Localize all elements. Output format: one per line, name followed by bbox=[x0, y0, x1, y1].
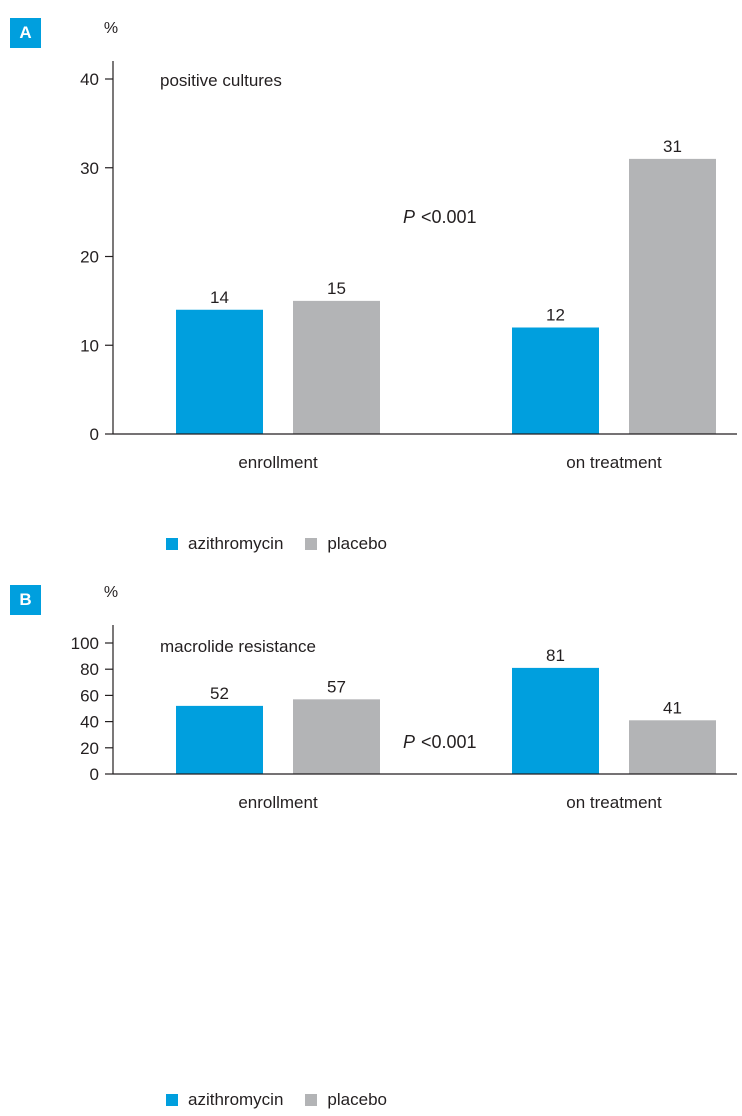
p-value: <0.001 bbox=[421, 732, 477, 752]
bar-placebo-enrollment bbox=[293, 699, 380, 774]
bar-azithromycin-enrollment bbox=[176, 705, 263, 774]
y-tick-label: 0 bbox=[90, 765, 99, 784]
y-axis-label: % bbox=[104, 584, 118, 601]
panel-badge: A bbox=[10, 18, 41, 48]
chart-title: positive cultures bbox=[160, 71, 282, 90]
y-tick-label: 20 bbox=[80, 739, 99, 758]
data-label: 81 bbox=[546, 646, 565, 665]
legend-label-azithromycin: azithromycin bbox=[188, 1090, 284, 1109]
data-label: 12 bbox=[546, 306, 565, 325]
y-tick-label: 30 bbox=[80, 159, 99, 178]
data-label: 15 bbox=[327, 279, 346, 298]
chart-a: 14 12 15 31 0 10 20 30 40% enrollment on treatment… bbox=[80, 20, 737, 472]
data-label: 14 bbox=[210, 288, 229, 307]
bar-placebo-enrollment bbox=[293, 300, 380, 434]
y-tick-label: 40 bbox=[80, 70, 99, 89]
p-value: <0.001 bbox=[421, 207, 477, 227]
legend-label-azithromycin: azithromycin bbox=[188, 534, 284, 553]
legend: azithromycin placebo bbox=[166, 534, 409, 554]
bar-azithromycin-enrollment bbox=[176, 309, 263, 434]
data-label: 57 bbox=[327, 677, 346, 696]
p-value-annotation: P <0.001 bbox=[403, 732, 477, 752]
bar-azithromycin-on-treatment bbox=[512, 327, 599, 434]
chart-b: 52 81 57 41 0 20 40 60 80 100% enrollment on treatm… bbox=[71, 584, 737, 812]
x-tick-label: enrollment bbox=[238, 453, 318, 472]
legend-label-placebo: placebo bbox=[327, 534, 387, 553]
y-tick-label: 100 bbox=[71, 634, 99, 653]
y-tick-label: 40 bbox=[80, 713, 99, 732]
p-symbol: P bbox=[403, 207, 415, 227]
bar-placebo-on-treatment bbox=[629, 158, 716, 434]
p-value-annotation: P <0.001 bbox=[403, 207, 477, 227]
legend: azithromycin placebo bbox=[166, 1090, 409, 1110]
y-axis-label: % bbox=[104, 20, 118, 37]
panel-b: B 52 81 57 41 0 20 40 60 80 100% enrollment on trea… bbox=[0, 566, 742, 1116]
x-tick-label: enrollment bbox=[238, 793, 318, 812]
y-tick-label: 10 bbox=[80, 336, 99, 355]
legend-item-azithromycin: azithromycin bbox=[166, 1090, 283, 1110]
legend-item-placebo: placebo bbox=[305, 534, 387, 554]
panel-a: A 14 12 15 31 0 10 20 30 40% enrollment on treatme… bbox=[10, 18, 737, 554]
panel-badge: B bbox=[10, 585, 41, 615]
legend-label-placebo: placebo bbox=[327, 1090, 387, 1109]
x-tick-label: on treatment bbox=[566, 793, 662, 812]
data-label: 31 bbox=[663, 137, 682, 156]
legend-item-azithromycin: azithromycin bbox=[166, 534, 283, 554]
legend-swatch-placebo bbox=[305, 538, 318, 550]
chart-title: macrolide resistance bbox=[160, 637, 316, 656]
data-label: 41 bbox=[663, 698, 682, 717]
legend-swatch-azithromycin bbox=[166, 538, 178, 550]
y-tick-label: 20 bbox=[80, 248, 99, 267]
y-tick-label: 80 bbox=[80, 660, 99, 679]
p-symbol: P bbox=[403, 732, 415, 752]
legend-item-placebo: placebo bbox=[305, 1090, 387, 1110]
data-label: 52 bbox=[210, 684, 229, 703]
x-tick-label: on treatment bbox=[566, 453, 662, 472]
y-tick-label: 0 bbox=[90, 425, 99, 444]
bar-azithromycin-on-treatment bbox=[512, 667, 599, 774]
bar-placebo-on-treatment bbox=[629, 720, 716, 774]
y-tick-label: 60 bbox=[80, 686, 99, 705]
legend-swatch-azithromycin bbox=[166, 1094, 178, 1106]
legend-swatch-placebo bbox=[305, 1094, 318, 1106]
